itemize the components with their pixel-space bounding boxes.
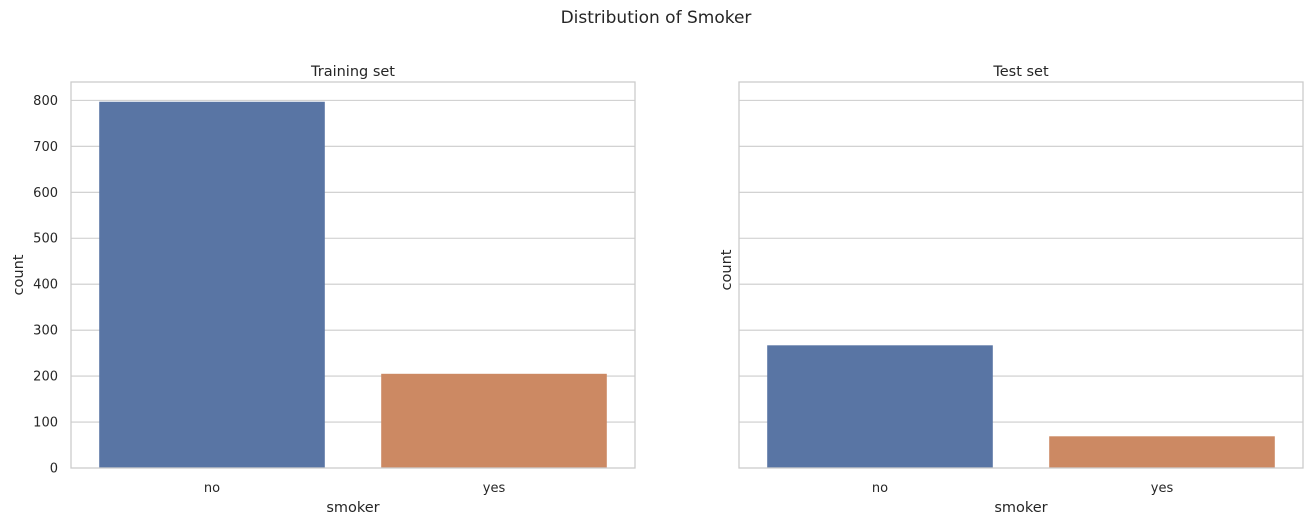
xtick-label-no: no [872,481,888,496]
ytick-label: 500 [33,232,58,247]
bar-no [99,101,325,468]
test-set-xticks: no yes [872,481,1174,496]
ytick-label: 400 [33,278,58,293]
test-set-title: Test set [992,64,1049,80]
xtick-label-yes: yes [1151,481,1174,496]
ytick-label: 200 [33,370,58,385]
training-set-ylabel: count [11,254,27,295]
training-set-xticks: no yes [204,481,506,496]
ytick-label: 100 [33,416,58,431]
test-set-ylabel: count [719,249,735,290]
ytick-label: 700 [33,140,58,155]
bar-no [767,345,993,468]
training-set-frame [70,81,636,469]
test-set-frame [738,81,1304,469]
training-set-xlabel: smoker [326,500,379,516]
bar-yes [1049,436,1275,468]
ytick-label: 600 [33,186,58,201]
figure-title: Distribution of Smoker [561,8,752,28]
training-set-title: Training set [310,64,395,80]
test-set-subplot: Test set no yes smoker count [719,64,1304,516]
xtick-label-no: no [204,481,220,496]
test-set-xlabel: smoker [994,500,1047,516]
xtick-label-yes: yes [483,481,506,496]
ytick-label: 800 [33,94,58,109]
training-set-bars [99,101,607,468]
test-set-bars [767,345,1275,468]
training-set-subplot: Training set 0 100 200 300 400 500 600 700 800 n… [11,64,636,516]
ytick-label: 0 [50,462,58,477]
training-set-yticks: 0 100 200 300 400 500 600 700 800 [33,94,58,477]
ytick-label: 300 [33,324,58,339]
bar-yes [381,373,607,468]
